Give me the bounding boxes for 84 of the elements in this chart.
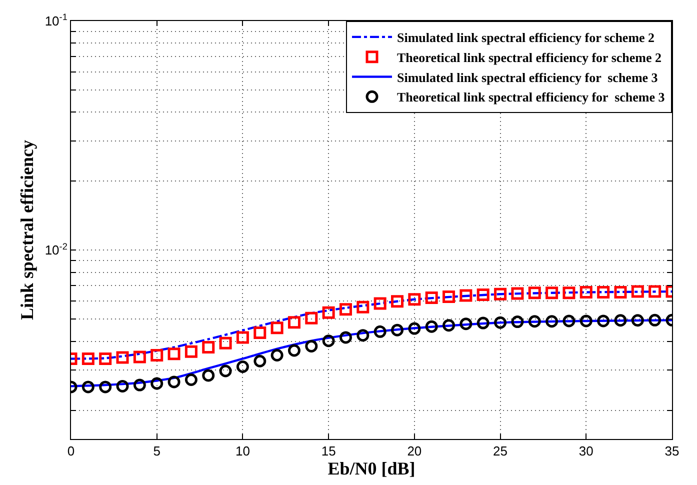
point	[614, 314, 627, 327]
point	[511, 316, 524, 328]
point	[133, 350, 146, 364]
point	[580, 286, 592, 299]
point	[288, 344, 300, 357]
point	[254, 326, 266, 340]
point	[133, 378, 146, 392]
point	[442, 290, 456, 304]
point	[322, 306, 335, 319]
point	[82, 380, 94, 394]
point	[494, 316, 507, 329]
point	[339, 331, 352, 344]
point	[82, 352, 94, 365]
point	[150, 348, 164, 362]
point	[184, 345, 198, 358]
point	[356, 300, 370, 314]
x-tick-label: 10	[235, 444, 250, 459]
legend-label: Theoretical link spectral efficiency for scheme 2	[397, 50, 662, 65]
point	[339, 303, 352, 316]
point	[425, 292, 438, 304]
point	[528, 286, 541, 300]
point	[270, 322, 284, 334]
point	[408, 293, 421, 306]
point	[631, 314, 644, 327]
point	[408, 322, 421, 335]
point	[391, 324, 404, 336]
x-tick-label: 35	[664, 444, 680, 459]
x-axis-title: Eb/N0 [dB]	[328, 458, 416, 479]
point	[648, 314, 662, 326]
point	[597, 314, 610, 328]
point	[322, 334, 335, 348]
point	[374, 325, 386, 338]
x-tick-label: 15	[321, 444, 336, 459]
point	[305, 340, 318, 352]
point	[202, 341, 215, 354]
point	[391, 295, 404, 308]
x-tick-label: 30	[578, 444, 594, 459]
y-tick-label: 10$^{-1}$	[44, 12, 68, 29]
point	[219, 364, 232, 378]
point	[442, 319, 456, 332]
legend-label: Theoretical link spectral efficiency for scheme 3	[397, 90, 666, 105]
point	[476, 316, 490, 330]
x-tick-label: 5	[153, 444, 160, 459]
point	[528, 315, 541, 328]
point	[288, 316, 300, 329]
point	[99, 380, 112, 394]
point	[168, 376, 180, 388]
point	[511, 287, 524, 300]
point	[580, 314, 592, 328]
point	[425, 320, 438, 333]
point	[236, 331, 249, 344]
point	[356, 329, 370, 342]
point	[116, 351, 129, 364]
point	[219, 336, 232, 350]
point	[236, 360, 249, 373]
point	[494, 288, 507, 300]
point	[305, 312, 318, 324]
point	[374, 297, 386, 310]
legend-label: Simulated link spectral efficiency for scheme 2	[397, 30, 655, 46]
point	[99, 352, 112, 365]
x-tick-label: 25	[493, 444, 508, 459]
point	[460, 318, 472, 330]
point	[116, 380, 129, 392]
point	[546, 315, 558, 328]
x-tick-label: 0	[67, 444, 75, 459]
point	[597, 286, 610, 299]
point	[460, 289, 472, 302]
y-tick-label: 10$^{-2}$	[44, 241, 68, 258]
point	[476, 288, 490, 301]
point	[184, 374, 198, 386]
point	[150, 377, 164, 390]
point	[562, 286, 576, 300]
point	[254, 354, 266, 368]
point	[168, 348, 180, 360]
legend-label: Simulated link spectral efficiency for scheme 3	[397, 70, 658, 85]
y-axis-title: Link spectral efficiency	[17, 140, 38, 320]
point	[562, 314, 576, 328]
point	[202, 369, 215, 382]
point	[614, 286, 627, 299]
point	[648, 285, 662, 298]
point	[270, 348, 284, 362]
point	[631, 285, 644, 298]
point	[546, 286, 558, 300]
x-tick-label: 20	[407, 444, 422, 459]
